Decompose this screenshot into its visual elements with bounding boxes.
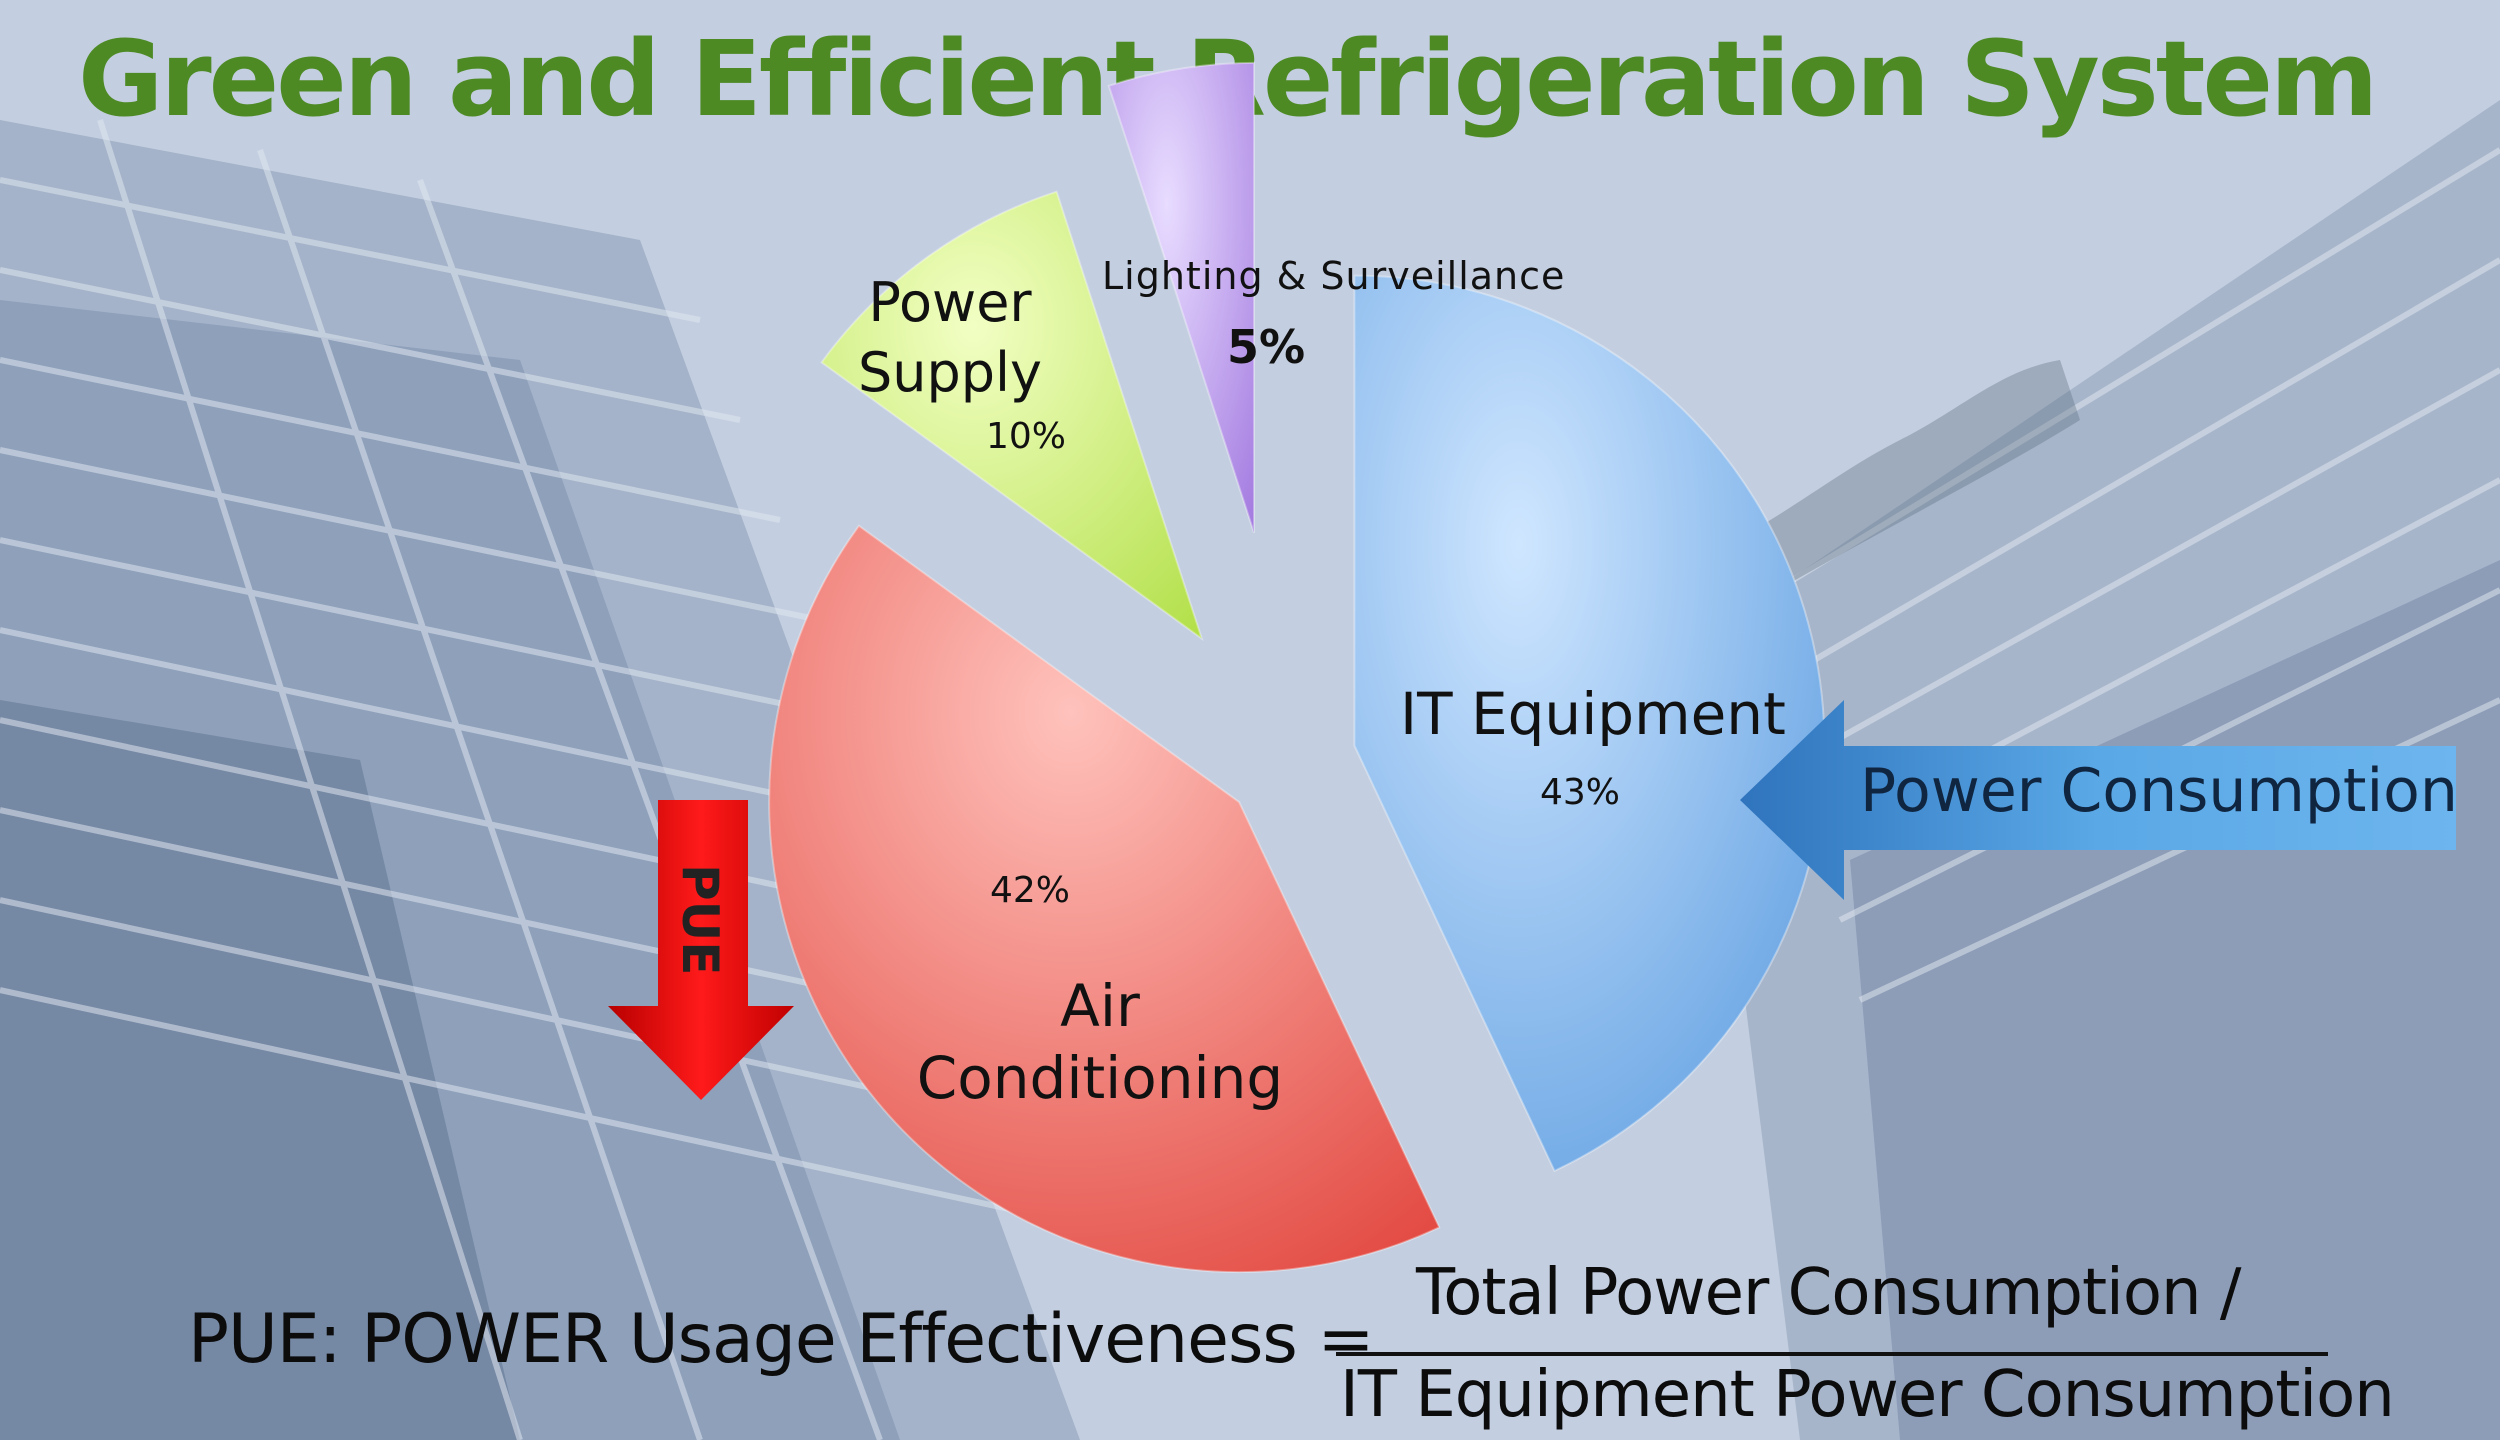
slice-value-it-equipment: 43% — [1539, 772, 1620, 813]
pie-slice-air-conditioning — [768, 524, 1441, 1273]
slice-value-air-conditioning: 42% — [989, 870, 1070, 911]
pue-formula-denominator: IT Equipment Power Consumption — [1340, 1358, 2395, 1432]
slice-label-air-conditioning: Air Conditioning — [900, 970, 1300, 1114]
pue-arrow-label: PUE — [671, 864, 729, 976]
slice-label-power-supply-text: Power Supply — [857, 271, 1043, 404]
pue-formula-definition: PUE: POWER Usage Effectiveness = — [188, 1300, 1374, 1379]
slice-label-it-equipment: IT Equipment — [1400, 680, 1786, 748]
pie-slice-power-supply — [820, 190, 1204, 642]
power-consumption-arrow-icon — [1740, 700, 2456, 900]
slice-label-lighting: Lighting & Surveillance — [1102, 254, 1566, 298]
pue-down-arrow-icon — [608, 800, 794, 1100]
pie-slice-lighting — [1107, 61, 1256, 534]
pue-formula-fraction-bar — [1336, 1352, 2328, 1356]
pie-slice-it-equipment — [1353, 274, 1826, 1173]
slice-label-power-supply: Power Supply — [840, 268, 1060, 408]
slice-value-lighting: 5% — [1226, 320, 1306, 374]
slice-value-power-supply: 10% — [985, 416, 1066, 457]
slice-label-air-conditioning-text: Air Conditioning — [916, 972, 1284, 1112]
pue-formula-numerator: Total Power Consumption / — [1416, 1256, 2241, 1330]
power-consumption-label: Power Consumption — [1860, 756, 2458, 826]
